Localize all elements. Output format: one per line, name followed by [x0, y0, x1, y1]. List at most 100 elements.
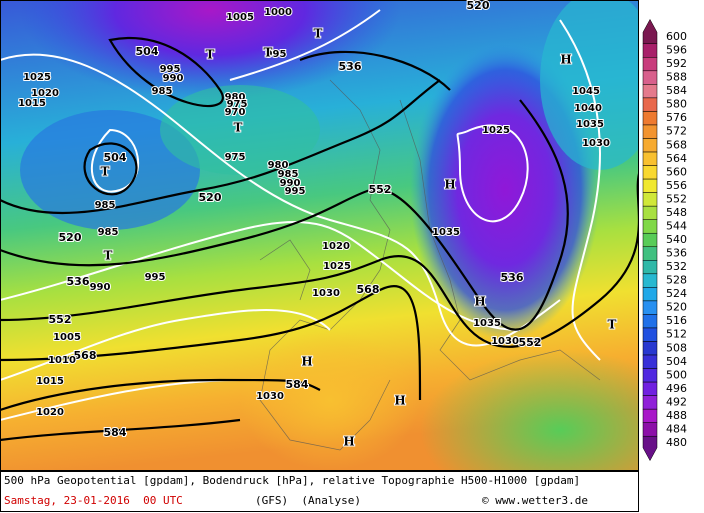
legend-label: 584: [666, 84, 687, 97]
legend-label: 588: [666, 71, 687, 84]
isobar-label: 1035: [473, 318, 501, 329]
isobar-label: 985: [278, 169, 299, 180]
legend-label: 552: [666, 192, 687, 205]
legend-label: 564: [666, 152, 687, 165]
isobar-label: 990: [280, 178, 301, 189]
geopotential-label: 536: [339, 60, 362, 73]
legend-swatch: [642, 205, 658, 220]
legend-swatch: [642, 57, 658, 72]
legend-label: 500: [666, 368, 687, 381]
legend-label: 572: [666, 125, 687, 138]
isobar-label: 1020: [36, 407, 64, 418]
isobar-label: 1040: [574, 103, 602, 114]
isobar-label: 1005: [53, 332, 81, 343]
geopotential-label: 552: [369, 183, 392, 196]
legend-swatch: [642, 138, 658, 153]
legend-swatch: [642, 97, 658, 112]
legend-label: 508: [666, 341, 687, 354]
legend-swatch: [642, 219, 658, 234]
isobar-label: 985: [98, 227, 119, 238]
legend-swatch: [642, 354, 658, 369]
geopotential-label: 536: [67, 275, 90, 288]
legend-label: 520: [666, 301, 687, 314]
legend-label: 568: [666, 138, 687, 151]
map-labels: 504 504 520 520 536 536 552 552 552 536 568 568 584 5…: [17, 0, 617, 450]
isobar-label: 1025: [482, 125, 510, 136]
legend-swatch: [642, 18, 658, 45]
legend-swatch: [642, 178, 658, 193]
isobar-label: 1020: [322, 241, 350, 252]
pressure-center: H: [474, 295, 485, 309]
footer-credit: © www.wetter3.de: [482, 494, 588, 507]
footer-box: [0, 471, 639, 512]
isobar-label: 1035: [576, 119, 604, 130]
legend-label: 596: [666, 44, 687, 57]
legend-label: 560: [666, 165, 687, 178]
pressure-center: T: [104, 249, 113, 263]
legend-swatch: [642, 232, 658, 248]
footer-date: Samstag, 23-01-2016 00 UTC: [4, 494, 183, 507]
legend-label: 480: [666, 436, 687, 449]
legend-swatch: [642, 111, 658, 126]
isobar-label: 1025: [323, 261, 351, 272]
legend-label: 592: [666, 57, 687, 70]
isobar-label: 1035: [432, 227, 460, 238]
geopotential-label: 568: [357, 283, 380, 296]
legend-swatch: [642, 422, 658, 437]
geopotential-label: 520: [199, 191, 222, 204]
color-legend: 6005965925885845805765725685645605565525…: [642, 18, 687, 462]
legend-label: 536: [666, 247, 687, 260]
geopotential-label: 584: [286, 378, 309, 391]
legend-label: 556: [666, 179, 687, 192]
pressure-center: T: [101, 165, 110, 179]
legend-swatch: [642, 43, 658, 58]
legend-swatch: [642, 381, 658, 396]
pressure-center: T: [314, 27, 323, 41]
geopotential-label: 568: [74, 349, 97, 362]
legend-swatch: [642, 124, 658, 139]
legend-label: 544: [666, 219, 687, 232]
legend-label: 580: [666, 98, 687, 111]
legend-label: 492: [666, 395, 687, 408]
legend-swatch: [642, 408, 658, 423]
legend-label: 548: [666, 206, 687, 219]
footer-title: 500 hPa Geopotential [gpdam], Bodendruck…: [4, 474, 580, 487]
geopotential-label: 552: [49, 313, 72, 326]
legend-label: 540: [666, 233, 687, 246]
pressure-center: H: [394, 394, 405, 408]
legend-swatch: [642, 70, 658, 85]
pressure-center: T: [264, 46, 273, 60]
legend-swatch: [642, 287, 658, 302]
legend-label: 528: [666, 274, 687, 287]
legend-swatch: [642, 395, 658, 410]
isobar-label: 1005: [226, 12, 254, 23]
legend-swatch: [642, 84, 658, 99]
pressure-center: H: [560, 53, 571, 67]
legend-label: 512: [666, 328, 687, 341]
isobar-label: 995: [145, 272, 166, 283]
geopotential-label: 536: [501, 271, 524, 284]
map-frame: [0, 0, 639, 471]
pressure-center: H: [343, 435, 354, 449]
isobar-label: 1025: [23, 72, 51, 83]
isobar-label: 980: [268, 160, 289, 171]
isobar-label: 1045: [572, 86, 600, 97]
isobar-label: 1020: [31, 88, 59, 99]
isobar-label: 995: [160, 64, 181, 75]
legend-swatch: [642, 368, 658, 383]
isobar-label: 990: [90, 282, 111, 293]
isobar-label: 970: [225, 107, 246, 118]
pressure-center: T: [608, 318, 617, 332]
legend-label: 488: [666, 409, 687, 422]
legend-swatch: [642, 314, 658, 329]
pressure-center: H: [444, 178, 455, 192]
legend-swatch: [642, 165, 658, 180]
isobar-label: 1015: [18, 98, 46, 109]
legend-label: 516: [666, 314, 687, 327]
legend-swatch: [642, 151, 658, 166]
isobar-label: 1015: [36, 376, 64, 387]
footer-model: (GFS) (Analyse): [255, 494, 361, 507]
